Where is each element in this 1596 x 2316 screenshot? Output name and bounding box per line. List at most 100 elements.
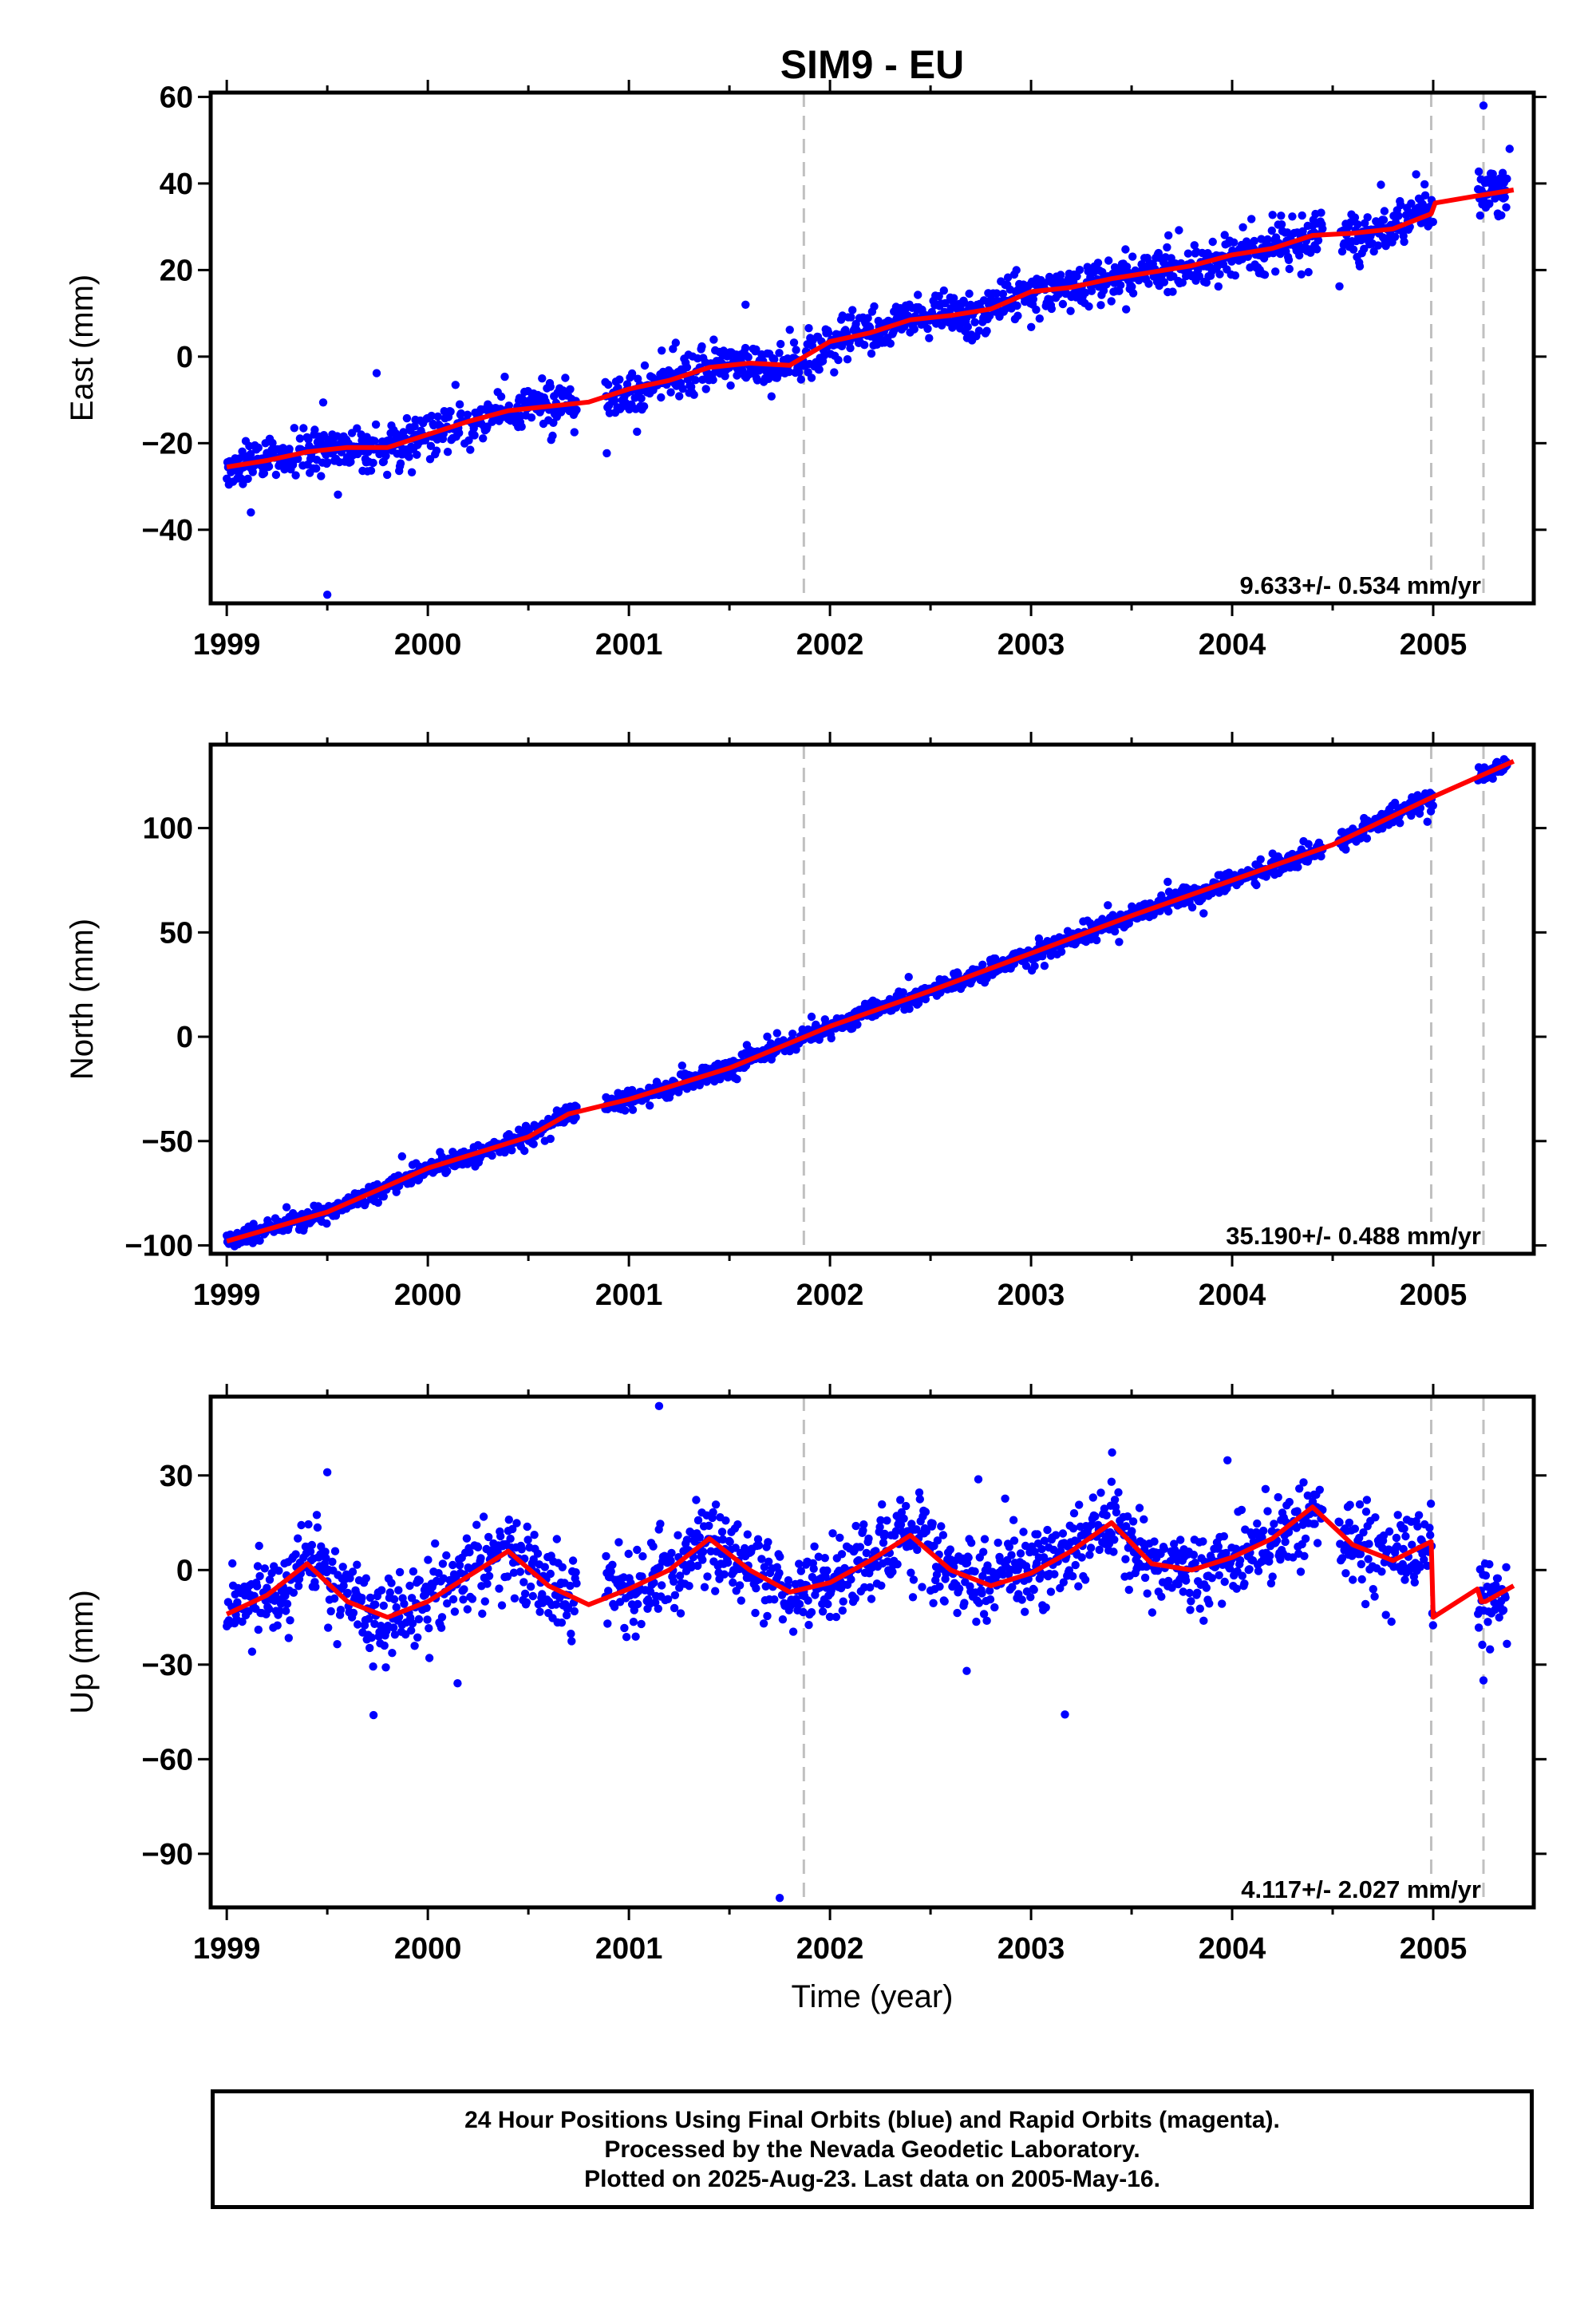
- data-point: [260, 1564, 269, 1573]
- data-point: [1013, 301, 1021, 310]
- data-point: [414, 1614, 424, 1624]
- data-point: [939, 286, 949, 295]
- data-point: [946, 1545, 955, 1554]
- data-point: [784, 1576, 793, 1585]
- data-point: [468, 1595, 477, 1603]
- data-point: [1261, 1484, 1270, 1494]
- data-point: [1254, 1567, 1263, 1575]
- data-point: [1001, 1494, 1009, 1504]
- data-point: [751, 1608, 760, 1618]
- data-point: [1175, 226, 1183, 235]
- data-point: [1008, 1583, 1017, 1591]
- data-point: [1491, 1581, 1500, 1590]
- data-point: [838, 1606, 847, 1615]
- data-point: [711, 1500, 721, 1509]
- data-point: [1164, 1576, 1173, 1586]
- data-point: [1288, 212, 1297, 221]
- data-point: [880, 1529, 889, 1539]
- x-tick-label: 2005: [1400, 628, 1468, 662]
- data-point: [1250, 236, 1259, 246]
- data-point: [720, 1570, 729, 1579]
- data-point: [455, 1561, 464, 1570]
- data-point: [818, 1607, 828, 1616]
- x-tick-label: 2005: [1400, 1279, 1468, 1312]
- data-point: [770, 355, 779, 364]
- data-point: [602, 449, 611, 458]
- data-point: [1426, 1531, 1435, 1539]
- data-point: [1030, 1547, 1039, 1556]
- data-point: [1314, 236, 1323, 245]
- data-point-outlier: [741, 300, 750, 309]
- data-point: [670, 1603, 679, 1613]
- x-tick-label: 2003: [998, 628, 1065, 662]
- data-point: [552, 1535, 561, 1543]
- data-point: [1481, 1571, 1491, 1580]
- data-point: [434, 1569, 443, 1578]
- data-point: [923, 324, 932, 334]
- data-point: [784, 367, 793, 377]
- data-point: [940, 1597, 949, 1606]
- data-point: [733, 1520, 742, 1529]
- data-point: [1485, 200, 1494, 208]
- data-point: [1498, 168, 1507, 177]
- y-axis-label: Up (mm): [65, 1590, 100, 1714]
- data-point: [1381, 1611, 1390, 1619]
- data-point: [908, 1593, 918, 1602]
- data-point: [567, 1637, 576, 1646]
- data-point: [1353, 220, 1362, 229]
- data-point: [255, 1541, 263, 1551]
- data-point: [1107, 297, 1116, 306]
- data-point: [567, 1630, 575, 1638]
- data-point: [1128, 252, 1137, 261]
- data-point: [1140, 1573, 1150, 1583]
- data-point: [1300, 1551, 1309, 1561]
- x-tick-label: 2000: [394, 1279, 462, 1312]
- data-point: [1400, 1575, 1409, 1584]
- data-point: [427, 411, 436, 421]
- data-point: [508, 1524, 517, 1534]
- data-point: [1222, 1548, 1231, 1558]
- data-point: [978, 960, 987, 970]
- data-point: [1051, 1531, 1061, 1539]
- data-point: [370, 1619, 379, 1629]
- data-point: [633, 1545, 642, 1555]
- data-point: [807, 1608, 816, 1617]
- data-point: [678, 384, 687, 393]
- data-point: [405, 453, 413, 461]
- data-point: [689, 390, 698, 399]
- data-point: [459, 1595, 468, 1604]
- data-point: [1088, 1493, 1098, 1502]
- data-point: [322, 1219, 331, 1228]
- data-point: [1299, 1478, 1308, 1487]
- data-point: [1115, 938, 1124, 947]
- data-point: [815, 365, 824, 374]
- y-tick-label: −100: [124, 1230, 193, 1263]
- data-point: [529, 1140, 538, 1148]
- x-axis-label: Time (year): [792, 1979, 954, 2014]
- data-point: [1235, 1555, 1245, 1565]
- y-tick-label: 0: [176, 1554, 193, 1587]
- data-point: [907, 1568, 915, 1577]
- data-point: [1313, 245, 1321, 254]
- data-point: [285, 445, 294, 453]
- data-point: [878, 1500, 887, 1509]
- data-point: [1021, 962, 1031, 970]
- data-point: [1153, 1567, 1163, 1575]
- data-point: [979, 1610, 989, 1618]
- data-point: [1349, 1575, 1357, 1584]
- data-point: [854, 1555, 863, 1565]
- data-point: [519, 1578, 528, 1587]
- data-point: [863, 314, 872, 322]
- data-point: [772, 1029, 781, 1037]
- data-point: [424, 1555, 433, 1564]
- data-point: [1080, 288, 1090, 297]
- data-point: [1096, 1488, 1105, 1497]
- data-point: [1341, 1569, 1350, 1578]
- data-point: [479, 1512, 488, 1521]
- data-point: [699, 1547, 708, 1556]
- data-point: [463, 410, 472, 419]
- data-point: [980, 1535, 990, 1543]
- data-point: [866, 323, 875, 332]
- data-point: [788, 1627, 798, 1636]
- data-point: [1493, 1574, 1503, 1583]
